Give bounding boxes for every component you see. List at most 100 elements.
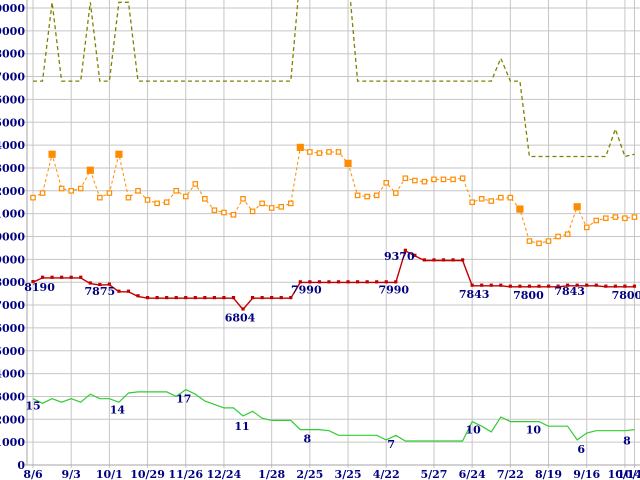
red-marker [117, 289, 121, 293]
orange-marker-open [478, 195, 485, 202]
green-point-label: 6 [577, 443, 585, 456]
y-tick-label: 14000 [0, 139, 25, 152]
red-marker [184, 295, 188, 300]
orange-marker-open [163, 199, 170, 206]
x-tick-label: 8/6 [23, 468, 43, 480]
series-green-line [32, 388, 635, 442]
orange-marker-open [268, 205, 275, 211]
red-marker [575, 283, 579, 287]
orange-marker-open [287, 200, 294, 207]
red-marker [298, 280, 302, 284]
orange-marker-open [230, 211, 237, 218]
red-marker [88, 281, 92, 285]
orange-marker-open [526, 238, 533, 244]
orange-marker-open [631, 214, 638, 220]
red-marker [432, 258, 436, 262]
series-layer [30, 0, 638, 442]
red-marker [566, 283, 570, 287]
red-marker [126, 289, 131, 293]
orange-marker-open [106, 190, 113, 196]
green-point-label: 11 [234, 420, 249, 433]
green-point-label: 15 [25, 400, 40, 413]
y-tick-label: 5000 [0, 345, 25, 358]
orange-marker-open [202, 195, 208, 202]
red-marker [508, 284, 512, 288]
red-marker [489, 283, 493, 287]
orange-marker-open [144, 197, 151, 203]
red-point-label: 7800 [612, 289, 640, 302]
red-marker [50, 275, 54, 279]
red-marker [470, 283, 474, 287]
red-marker [451, 258, 455, 262]
red-marker [79, 275, 83, 279]
grid-layer [25, 0, 640, 468]
x-tick-label: 9/3 [62, 468, 81, 480]
green-point-label: 8 [623, 435, 631, 448]
red-marker [394, 280, 398, 284]
red-marker [355, 280, 360, 284]
red-marker [279, 295, 283, 300]
red-marker [594, 283, 598, 287]
orange-marker-open [77, 185, 84, 192]
orange-marker-open [125, 194, 132, 201]
red-marker [556, 284, 560, 288]
red-marker [537, 284, 541, 288]
orange-marker-open [364, 193, 370, 200]
series-orange-line [32, 146, 635, 244]
red-marker [60, 275, 64, 279]
orange-marker-open [240, 195, 246, 202]
orange-marker-open [498, 194, 504, 201]
x-tick-label: 8/19 [535, 468, 562, 480]
orange-marker-open [536, 240, 542, 247]
x-tick-label: 10/29 [130, 468, 165, 480]
red-marker [212, 295, 216, 300]
y-tick-label: 18000 [0, 48, 25, 61]
orange-marker-open [154, 200, 160, 207]
value-labels-layer: 8190 7875 6804 7990 7990 9370 7843 7800 7843 7800… [24, 250, 640, 456]
red-marker [441, 258, 446, 262]
orange-marker-open [68, 188, 74, 194]
y-tick-label: 10000 [0, 231, 25, 244]
red-marker [289, 295, 293, 300]
red-marker [327, 280, 331, 284]
red-point-label: 7875 [85, 285, 116, 298]
green-point-label: 8 [303, 433, 311, 446]
y-tick-label: 2000 [0, 413, 25, 426]
red-marker [403, 248, 407, 252]
orange-marker-open [593, 217, 600, 224]
orange-marker-open [135, 188, 141, 194]
y-tick-label: 19000 [0, 25, 25, 38]
axes-layer [25, 0, 640, 466]
orange-marker-filled [573, 203, 581, 211]
red-marker [480, 283, 484, 287]
red-marker [346, 280, 350, 284]
x-tick-label: 3/25 [335, 468, 362, 480]
orange-marker-open [440, 176, 447, 183]
orange-marker-open [58, 185, 65, 192]
orange-marker-open [97, 194, 103, 201]
y-tick-label: 17000 [0, 71, 25, 84]
orange-marker-open [545, 238, 552, 244]
red-marker [203, 295, 207, 300]
red-marker [461, 258, 465, 262]
green-point-label: 10 [466, 424, 482, 437]
y-tick-label: 20000 [0, 2, 25, 15]
orange-marker-filled [115, 150, 123, 158]
orange-marker-open [307, 149, 313, 155]
orange-marker-open [278, 203, 285, 210]
y-tick-label: 13000 [0, 162, 25, 175]
x-tick-label: 11/26 [168, 468, 203, 480]
series-red-line [32, 249, 635, 311]
green-point-label: 10 [526, 424, 542, 437]
red-marker [270, 295, 274, 300]
y-tick-label: 7000 [0, 299, 25, 312]
red-marker [623, 284, 627, 288]
orange-marker-open [221, 209, 227, 216]
red-marker [165, 295, 169, 300]
red-marker [585, 283, 589, 287]
red-point-label: 9370 [384, 250, 415, 263]
